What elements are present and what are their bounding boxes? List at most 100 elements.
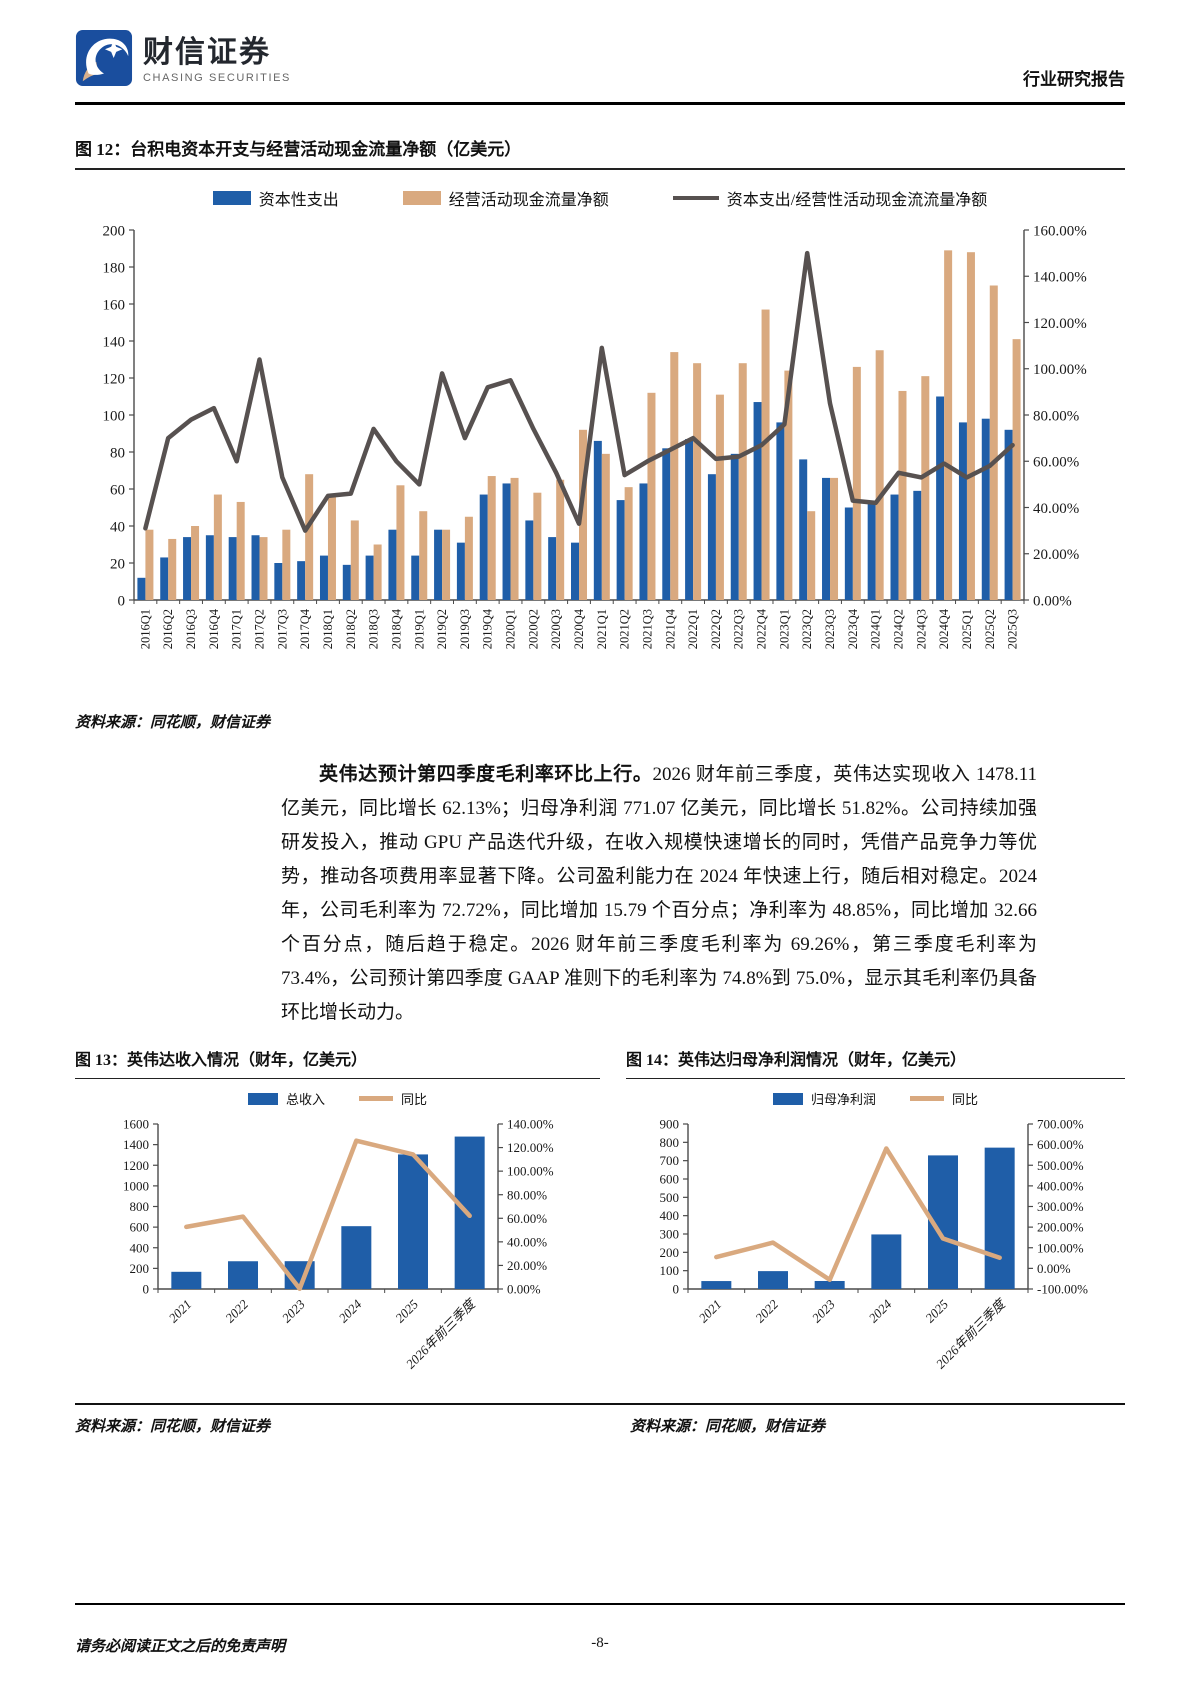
svg-text:2021Q2: 2021Q2 xyxy=(618,609,632,649)
svg-text:2022Q1: 2022Q1 xyxy=(686,609,700,649)
figure14-chart-canvas: 0 100 200 300 400 500 600 700 800 900 -100.00% 0.00… xyxy=(659,1117,1088,1372)
svg-text:100.00%: 100.00% xyxy=(1037,1240,1084,1255)
svg-text:400: 400 xyxy=(659,1208,679,1223)
svg-text:2016Q1: 2016Q1 xyxy=(138,609,152,649)
svg-text:20.00%: 20.00% xyxy=(507,1258,547,1273)
svg-text:1200: 1200 xyxy=(123,1158,149,1173)
svg-text:2020Q2: 2020Q2 xyxy=(526,609,540,649)
svg-text:80.00%: 80.00% xyxy=(507,1187,547,1202)
svg-text:300: 300 xyxy=(659,1227,679,1242)
svg-text:2024Q2: 2024Q2 xyxy=(891,609,905,649)
figure13-title-divider xyxy=(75,1078,600,1079)
figure14-chart: 0 100 200 300 400 500 600 700 800 900 -100.00% 0.00… xyxy=(626,1114,1125,1399)
svg-text:200: 200 xyxy=(129,1261,149,1276)
figures-bottom-divider xyxy=(75,1403,1125,1405)
svg-text:80.00%: 80.00% xyxy=(1033,408,1079,424)
svg-text:20.00%: 20.00% xyxy=(1033,547,1079,563)
yoy-line-swatch-icon xyxy=(359,1096,393,1101)
svg-text:40.00%: 40.00% xyxy=(507,1234,547,1249)
svg-text:2019Q2: 2019Q2 xyxy=(435,609,449,649)
ratio-line-swatch-icon xyxy=(672,195,719,201)
svg-text:180: 180 xyxy=(103,260,126,276)
svg-text:140: 140 xyxy=(103,334,126,350)
svg-text:800: 800 xyxy=(659,1135,679,1150)
svg-text:2018Q2: 2018Q2 xyxy=(344,609,358,649)
legend-item-yoy: 同比 xyxy=(359,1089,427,1108)
legend-label: 同比 xyxy=(952,1092,979,1107)
figure12-chart: 0 20 40 60 80 100 120 140 160 180 200 0.00% 20.00% 40… xyxy=(75,216,1125,701)
revenue-swatch-icon xyxy=(247,1092,278,1105)
svg-text:2017Q3: 2017Q3 xyxy=(275,609,289,649)
svg-text:2020Q4: 2020Q4 xyxy=(572,608,586,649)
figure13-source: 资料来源：同花顺，财信证券 xyxy=(75,1419,271,1435)
svg-text:40.00%: 40.00% xyxy=(1033,501,1079,517)
svg-text:60.00%: 60.00% xyxy=(507,1211,547,1226)
legend-label: 资本性支出 xyxy=(258,192,339,209)
legend-label: 经营活动现金流量净额 xyxy=(448,192,609,209)
svg-text:2022Q3: 2022Q3 xyxy=(732,609,746,649)
svg-text:120.00%: 120.00% xyxy=(507,1140,554,1155)
legend-item-yoy2: 同比 xyxy=(910,1089,978,1108)
figure12-title: 图 12：台积电资本开支与经营活动现金流量净额（亿美元） xyxy=(75,140,522,159)
svg-text:2021Q4: 2021Q4 xyxy=(663,608,677,649)
figure14-column: 图 14：英伟达归母净利润情况（财年，亿美元） 归母净利润 同比 0 100 200… xyxy=(600,1046,1125,1399)
legend-label: 资本支出/经营性活动现金流流量净额 xyxy=(726,192,988,209)
figure12-legend: 资本性支出 经营活动现金流量净额 资本支出/经营性活动现金流流量净额 xyxy=(75,186,1125,210)
brand-name-cn: 财信证券 xyxy=(143,35,271,69)
report-type-label: 行业研究报告 xyxy=(1023,70,1125,89)
sources-row: 资料来源：同花顺，财信证券 资料来源：同花顺，财信证券 xyxy=(75,1405,1125,1436)
svg-text:2020Q1: 2020Q1 xyxy=(504,609,518,649)
svg-text:2024: 2024 xyxy=(865,1296,894,1325)
svg-text:0: 0 xyxy=(118,593,126,609)
svg-text:2016Q4: 2016Q4 xyxy=(207,608,221,649)
svg-text:200: 200 xyxy=(103,223,126,239)
chasing-securities-logo-icon xyxy=(75,29,133,92)
svg-text:1600: 1600 xyxy=(123,1117,149,1132)
legend-item-ocf: 经营活动现金流量净额 xyxy=(402,186,609,210)
svg-text:40: 40 xyxy=(110,519,125,535)
svg-text:2023Q1: 2023Q1 xyxy=(777,609,791,649)
svg-text:100: 100 xyxy=(103,408,126,424)
svg-text:140.00%: 140.00% xyxy=(507,1117,554,1132)
svg-text:2024Q4: 2024Q4 xyxy=(937,608,951,649)
svg-text:2024: 2024 xyxy=(335,1296,364,1325)
figure14-title-divider xyxy=(626,1078,1125,1079)
legend-item-capex: 资本性支出 xyxy=(212,186,339,210)
figure14-legend: 归母净利润 同比 xyxy=(626,1089,1125,1108)
svg-text:2023Q2: 2023Q2 xyxy=(800,609,814,649)
netprofit-swatch-icon xyxy=(772,1092,803,1105)
svg-text:0.00%: 0.00% xyxy=(1037,1261,1071,1276)
figure13-column: 图 13：英伟达收入情况（财年，亿美元） 总收入 同比 0 200 400 600 80… xyxy=(75,1046,600,1399)
svg-text:80: 80 xyxy=(110,445,125,461)
svg-text:2019Q1: 2019Q1 xyxy=(412,609,426,649)
svg-text:2023: 2023 xyxy=(808,1296,837,1325)
legend-label: 同比 xyxy=(401,1092,428,1107)
brand-name-en: CHASING SECURITIES xyxy=(143,71,291,84)
svg-text:500.00%: 500.00% xyxy=(1037,1158,1084,1173)
svg-text:2025: 2025 xyxy=(392,1296,421,1325)
svg-text:120.00%: 120.00% xyxy=(1033,316,1087,332)
svg-text:2025: 2025 xyxy=(922,1296,951,1325)
svg-text:600: 600 xyxy=(129,1220,149,1235)
figure13-chart: 0 200 400 600 800 1000 1200 1400 1600 0.00% 20.00%… xyxy=(75,1114,600,1399)
page-header: 财信证券 CHASING SECURITIES 行业研究报告 xyxy=(75,20,1125,92)
legend-item-ratio: 资本支出/经营性活动现金流流量净额 xyxy=(672,186,988,210)
svg-text:2023: 2023 xyxy=(278,1296,307,1325)
svg-text:2017Q2: 2017Q2 xyxy=(253,609,267,649)
svg-text:100.00%: 100.00% xyxy=(507,1164,554,1179)
svg-text:1000: 1000 xyxy=(123,1178,149,1193)
svg-text:500: 500 xyxy=(659,1190,679,1205)
svg-text:60.00%: 60.00% xyxy=(1033,455,1079,471)
svg-text:-100.00%: -100.00% xyxy=(1037,1282,1088,1297)
svg-text:2016Q2: 2016Q2 xyxy=(161,609,175,649)
figure13-legend: 总收入 同比 xyxy=(75,1089,600,1108)
svg-text:2022Q2: 2022Q2 xyxy=(709,609,723,649)
figure12-chart-canvas: 0 20 40 60 80 100 120 140 160 180 200 0.00% 20.00% 40… xyxy=(103,223,1087,649)
svg-text:1400: 1400 xyxy=(123,1137,149,1152)
svg-text:700: 700 xyxy=(659,1153,679,1168)
figure13-title: 图 13：英伟达收入情况（财年，亿美元） xyxy=(75,1052,368,1069)
svg-text:60: 60 xyxy=(110,482,125,498)
svg-text:700.00%: 700.00% xyxy=(1037,1117,1084,1132)
svg-text:160: 160 xyxy=(103,297,126,313)
